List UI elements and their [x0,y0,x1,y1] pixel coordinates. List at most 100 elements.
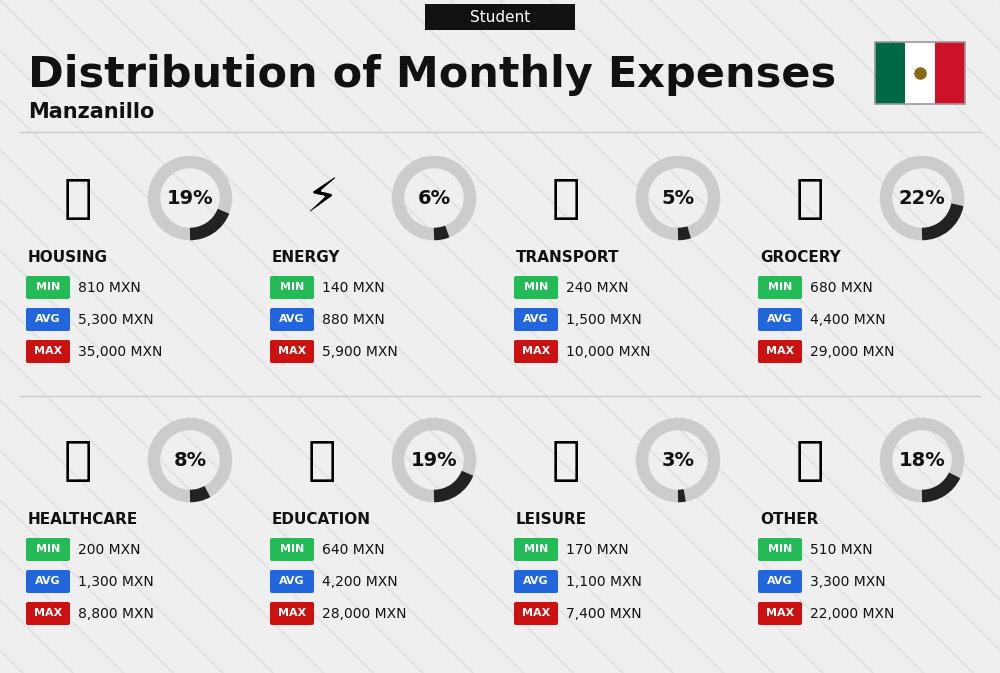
Text: MIN: MIN [280,283,304,293]
Text: 8,800 MXN: 8,800 MXN [78,606,154,621]
Text: 640 MXN: 640 MXN [322,542,385,557]
Text: 🛍: 🛍 [552,439,580,485]
FancyBboxPatch shape [514,538,558,561]
Text: HOUSING: HOUSING [28,250,108,266]
Text: Student: Student [470,9,530,24]
Text: 🏢: 🏢 [64,178,92,223]
FancyBboxPatch shape [935,42,965,104]
FancyBboxPatch shape [270,570,314,593]
Text: MAX: MAX [522,608,550,618]
FancyBboxPatch shape [758,276,802,299]
Text: MAX: MAX [34,347,62,357]
Text: MAX: MAX [34,608,62,618]
Text: 5,300 MXN: 5,300 MXN [78,312,154,326]
Text: 200 MXN: 200 MXN [78,542,140,557]
Text: 680 MXN: 680 MXN [810,281,873,295]
Text: 140 MXN: 140 MXN [322,281,385,295]
FancyBboxPatch shape [26,538,70,561]
Text: 4,400 MXN: 4,400 MXN [810,312,886,326]
Text: 🛒: 🛒 [796,178,824,223]
FancyBboxPatch shape [270,276,314,299]
FancyBboxPatch shape [26,276,70,299]
FancyBboxPatch shape [26,308,70,331]
Text: AVG: AVG [279,314,305,324]
Text: 240 MXN: 240 MXN [566,281,629,295]
Text: 5,900 MXN: 5,900 MXN [322,345,398,359]
Text: MIN: MIN [524,283,548,293]
Text: 1,500 MXN: 1,500 MXN [566,312,642,326]
FancyBboxPatch shape [514,340,558,363]
Text: 5%: 5% [661,188,695,207]
Text: MIN: MIN [768,544,792,555]
Text: MAX: MAX [278,347,306,357]
Text: 18%: 18% [899,450,945,470]
Text: 35,000 MXN: 35,000 MXN [78,345,162,359]
FancyBboxPatch shape [270,308,314,331]
Text: 3,300 MXN: 3,300 MXN [810,575,886,588]
Text: MIN: MIN [280,544,304,555]
Text: MIN: MIN [524,544,548,555]
FancyBboxPatch shape [514,276,558,299]
FancyBboxPatch shape [514,602,558,625]
FancyBboxPatch shape [26,340,70,363]
Text: 28,000 MXN: 28,000 MXN [322,606,406,621]
Text: 810 MXN: 810 MXN [78,281,141,295]
Text: AVG: AVG [279,577,305,586]
Text: 10,000 MXN: 10,000 MXN [566,345,650,359]
Text: 8%: 8% [173,450,207,470]
Text: 170 MXN: 170 MXN [566,542,629,557]
Text: OTHER: OTHER [760,513,818,528]
Text: MAX: MAX [522,347,550,357]
Text: AVG: AVG [35,577,61,586]
Text: TRANSPORT: TRANSPORT [516,250,620,266]
Text: 🏥: 🏥 [64,439,92,485]
Text: 7,400 MXN: 7,400 MXN [566,606,642,621]
Text: 19%: 19% [411,450,457,470]
Text: MIN: MIN [768,283,792,293]
FancyBboxPatch shape [905,42,935,104]
Text: LEISURE: LEISURE [516,513,587,528]
Text: 🚌: 🚌 [552,178,580,223]
FancyBboxPatch shape [758,308,802,331]
Text: 19%: 19% [167,188,213,207]
Text: 880 MXN: 880 MXN [322,312,385,326]
Text: 🎓: 🎓 [308,439,336,485]
Text: MAX: MAX [766,347,794,357]
Text: 510 MXN: 510 MXN [810,542,873,557]
Text: 29,000 MXN: 29,000 MXN [810,345,895,359]
Text: MIN: MIN [36,544,60,555]
FancyBboxPatch shape [875,42,905,104]
Text: Distribution of Monthly Expenses: Distribution of Monthly Expenses [28,54,836,96]
Text: 6%: 6% [417,188,451,207]
FancyBboxPatch shape [270,340,314,363]
Text: ⚡: ⚡ [305,178,339,223]
Text: HEALTHCARE: HEALTHCARE [28,513,138,528]
Text: MAX: MAX [278,608,306,618]
Text: GROCERY: GROCERY [760,250,841,266]
FancyBboxPatch shape [514,308,558,331]
Text: MAX: MAX [766,608,794,618]
Text: 1,100 MXN: 1,100 MXN [566,575,642,588]
Text: 💰: 💰 [796,439,824,485]
Text: AVG: AVG [767,314,793,324]
Text: 22%: 22% [899,188,945,207]
Text: AVG: AVG [767,577,793,586]
FancyBboxPatch shape [758,570,802,593]
FancyBboxPatch shape [758,602,802,625]
FancyBboxPatch shape [758,340,802,363]
Text: EDUCATION: EDUCATION [272,513,371,528]
FancyBboxPatch shape [26,602,70,625]
FancyBboxPatch shape [270,538,314,561]
FancyBboxPatch shape [514,570,558,593]
Text: AVG: AVG [523,314,549,324]
Text: 4,200 MXN: 4,200 MXN [322,575,398,588]
FancyBboxPatch shape [758,538,802,561]
Text: 22,000 MXN: 22,000 MXN [810,606,894,621]
FancyBboxPatch shape [270,602,314,625]
Text: 3%: 3% [662,450,694,470]
Text: ENERGY: ENERGY [272,250,340,266]
Text: AVG: AVG [35,314,61,324]
FancyBboxPatch shape [26,570,70,593]
Text: 1,300 MXN: 1,300 MXN [78,575,154,588]
Text: MIN: MIN [36,283,60,293]
